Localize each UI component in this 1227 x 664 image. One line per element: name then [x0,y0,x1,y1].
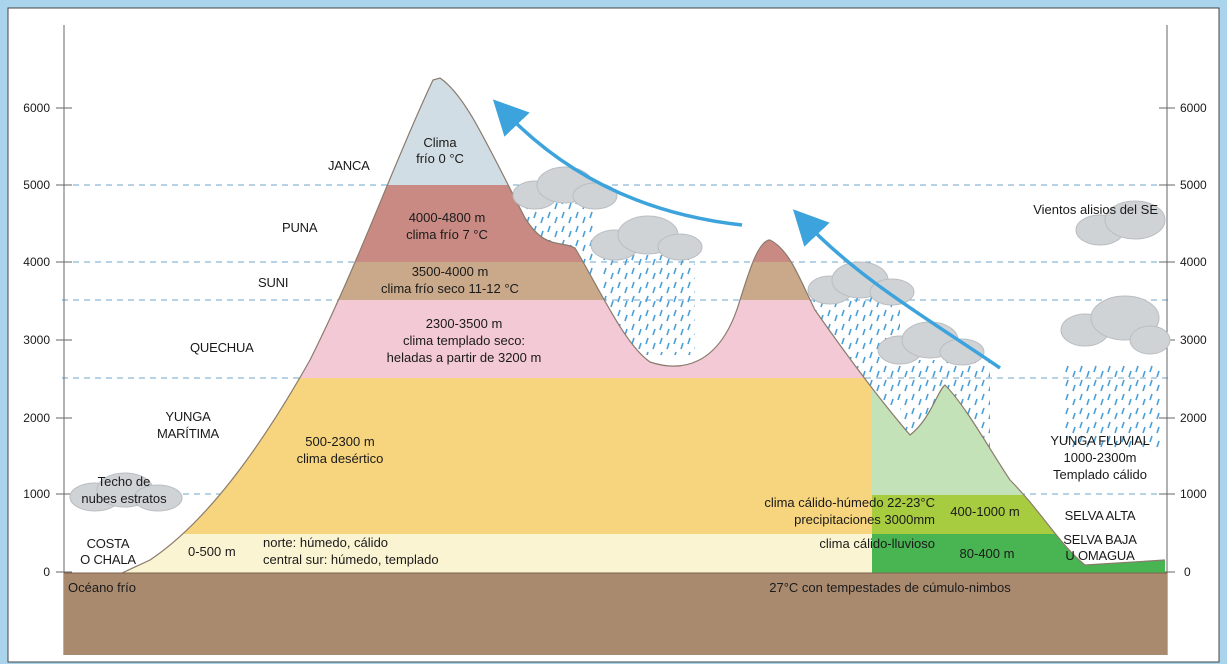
janca-climate-1: Clima [423,135,457,150]
tick-left-3000: 3000 [23,333,50,347]
yunga-fluvial-3: Templado cálido [1053,467,1147,482]
right-tick-labels: 6000 5000 4000 3000 2000 1000 0 [1180,101,1207,579]
yunga-info-2: clima desértico [297,451,384,466]
tick-left-0: 0 [43,565,50,579]
label-yunga-fluvial-1: YUNGA FLUVIAL [1050,433,1149,448]
yunga-fluvial-2: 1000-2300m [1064,450,1137,465]
cloud-coast [69,472,183,512]
tick-right-6000: 6000 [1180,101,1207,115]
tick-right-5000: 5000 [1180,178,1207,192]
tick-right-0: 0 [1184,565,1191,579]
tick-right-3000: 3000 [1180,333,1207,347]
axis-tick-marks [56,107,1175,573]
label-yunga-maritima-1: YUNGA [165,409,211,424]
cloud-2 [590,215,703,261]
label-suni: SUNI [258,275,288,290]
selva-baja-range: 80-400 m [960,546,1015,561]
costa-range: 0-500 m [188,544,236,559]
janca-climate-2: frío 0 °C [416,151,464,166]
label-selva-baja-1: SELVA BAJA [1063,532,1137,547]
tempestades: 27°C con tempestades de cúmulo-nimbos [769,580,1011,595]
quechua-info-2: clima templado seco: [403,333,525,348]
label-selva-baja-2: U OMAGUA [1065,548,1135,563]
suni-info-1: 3500-4000 m [412,264,489,279]
selva-alta-climate: clima cálido-húmedo 22-23°C [764,495,935,510]
cloud-5 [1075,200,1166,246]
label-costa-1: COSTA [87,536,130,551]
tick-left-1000: 1000 [23,487,50,501]
clouds [69,166,1171,512]
selva-alta-range: 400-1000 m [950,504,1019,519]
selva-alta-precip: precipitaciones 3000mm [794,512,935,527]
suni-info-2: clima frío seco 11-12 °C [381,281,519,296]
oceano-frio: Océano frío [68,580,136,595]
cloud-1 [512,166,618,210]
band-costa [64,534,872,574]
mountain-outline [63,77,1166,601]
wind-arrow-1 [492,99,743,227]
label-quechua: QUECHUA [190,340,254,355]
label-janca: JANCA [328,158,370,173]
selva-baja-climate: clima cálido-lluvioso [819,536,935,551]
label-selva-alta: SELVA ALTA [1065,508,1136,523]
puna-info-2: clima frío 7 °C [406,227,488,242]
left-tick-labels: 6000 5000 4000 3000 2000 1000 0 [23,101,50,579]
tick-left-5000: 5000 [23,178,50,192]
label-costa-2: O CHALA [80,552,136,567]
label-yunga-maritima-2: MARÍTIMA [157,426,219,441]
puna-info-1: 4000-4800 m [409,210,486,225]
quechua-info-1: 2300-3500 m [426,316,503,331]
tick-left-6000: 6000 [23,101,50,115]
tick-right-2000: 2000 [1180,411,1207,425]
tick-right-1000: 1000 [1180,487,1207,501]
wind-arrow-2 [792,209,1001,370]
cloud-3 [807,261,915,306]
costa-info-2: central sur: húmedo, templado [263,552,439,567]
vientos-alisios: Vientos alisios del SE [1033,202,1158,217]
quechua-info-3: heladas a partir de 3200 m [387,350,542,365]
techo-2: nubes estratos [81,491,167,506]
costa-info-1: norte: húmedo, cálido [263,535,388,550]
yunga-info-1: 500-2300 m [305,434,374,449]
ground-base [64,573,1167,655]
cloud-6 [1060,295,1171,355]
label-puna: PUNA [282,220,318,235]
tick-left-4000: 4000 [23,255,50,269]
techo-1: Techo de [98,474,151,489]
tick-left-2000: 2000 [23,411,50,425]
cloud-4 [877,321,985,366]
tick-right-4000: 4000 [1180,255,1207,269]
